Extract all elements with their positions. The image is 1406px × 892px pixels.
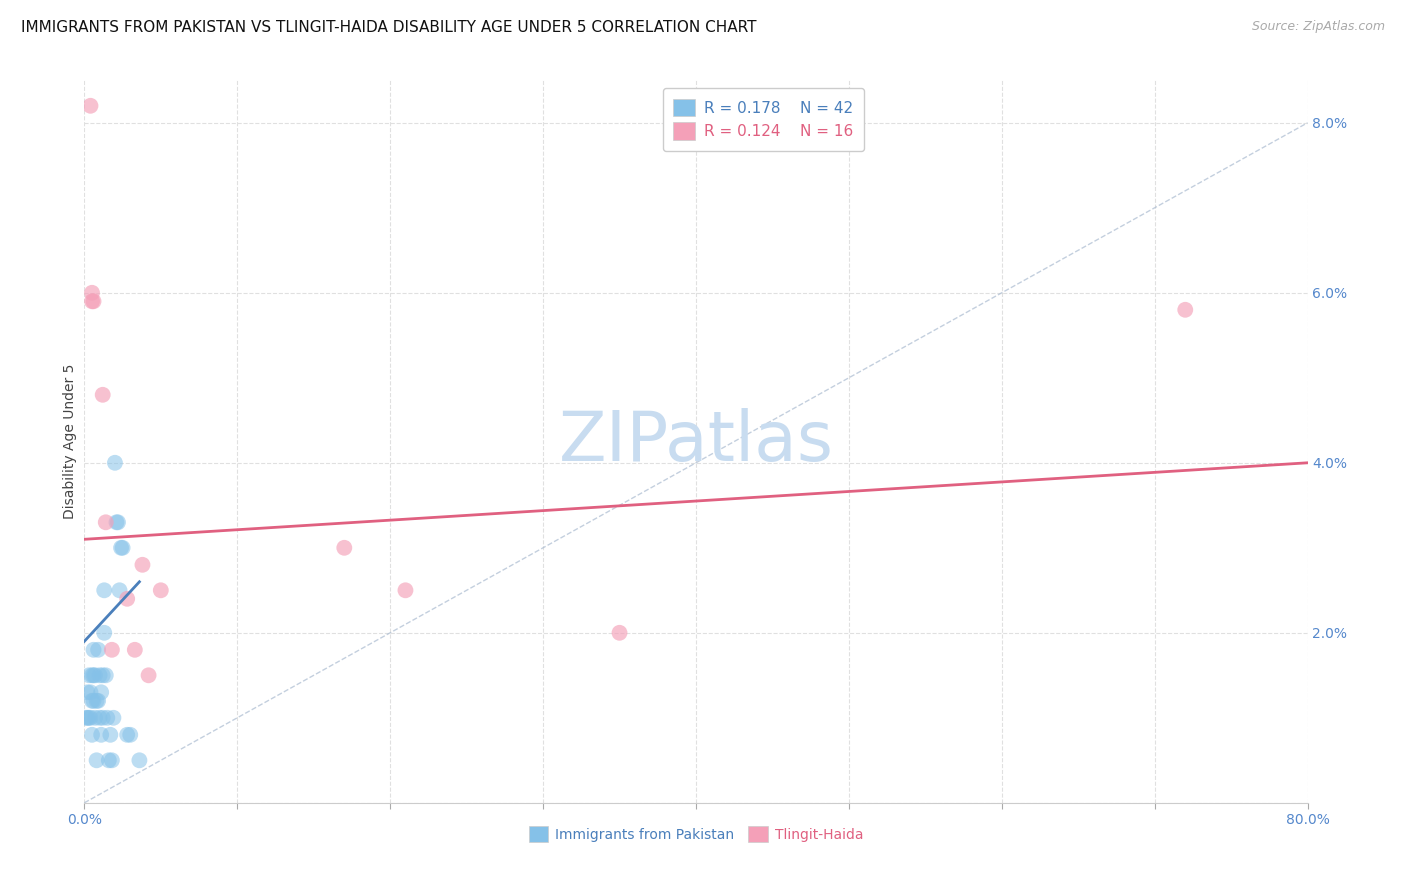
Point: [103, 711, 125, 725]
Point: [75, 711, 97, 725]
Point: [84, 668, 107, 682]
Point: [1174, 302, 1197, 317]
Text: Source: ZipAtlas.com: Source: ZipAtlas.com: [1251, 20, 1385, 33]
Point: [80, 294, 103, 309]
Point: [91, 388, 114, 402]
Point: [80, 285, 103, 300]
Point: [96, 711, 118, 725]
Point: [105, 516, 128, 530]
Point: [111, 541, 134, 555]
Point: [97, 753, 120, 767]
Point: [394, 583, 416, 598]
Text: IMMIGRANTS FROM PAKISTAN VS TLINGIT-HAIDA DISABILITY AGE UNDER 5 CORRELATION CHA: IMMIGRANTS FROM PAKISTAN VS TLINGIT-HAID…: [21, 20, 756, 35]
Point: [101, 753, 124, 767]
Point: [149, 583, 172, 598]
Point: [86, 753, 108, 767]
Point: [86, 694, 108, 708]
Point: [138, 668, 160, 682]
Point: [80, 728, 103, 742]
Point: [98, 728, 121, 742]
Point: [77, 668, 100, 682]
Point: [76, 711, 98, 725]
Point: [131, 558, 153, 572]
Point: [94, 516, 117, 530]
Point: [83, 668, 105, 682]
Point: [80, 668, 103, 682]
Legend: Immigrants from Pakistan, Tlingit-Haida: Immigrants from Pakistan, Tlingit-Haida: [523, 821, 869, 848]
Point: [110, 541, 132, 555]
Point: [124, 642, 146, 657]
Point: [79, 99, 101, 113]
Point: [90, 685, 112, 699]
Point: [93, 583, 115, 598]
Point: [91, 711, 114, 725]
Point: [83, 642, 105, 657]
Point: [93, 625, 115, 640]
Point: [333, 541, 356, 555]
Point: [101, 642, 124, 657]
Point: [87, 694, 110, 708]
Point: [83, 694, 105, 708]
Point: [76, 685, 98, 699]
Point: [609, 625, 631, 640]
Point: [83, 294, 105, 309]
Point: [115, 591, 138, 606]
Point: [104, 456, 127, 470]
Point: [90, 728, 112, 742]
Point: [84, 711, 107, 725]
Point: [94, 668, 117, 682]
Point: [77, 711, 100, 725]
Point: [80, 694, 103, 708]
Point: [79, 685, 101, 699]
Point: [108, 583, 131, 598]
Point: [87, 642, 110, 657]
Point: [120, 728, 142, 742]
Point: [107, 516, 129, 530]
Point: [89, 711, 111, 725]
Text: ZIPatlas: ZIPatlas: [558, 408, 834, 475]
Point: [91, 668, 114, 682]
Point: [79, 711, 101, 725]
Y-axis label: Disability Age Under 5: Disability Age Under 5: [63, 364, 77, 519]
Point: [115, 728, 138, 742]
Point: [89, 668, 111, 682]
Point: [128, 753, 150, 767]
